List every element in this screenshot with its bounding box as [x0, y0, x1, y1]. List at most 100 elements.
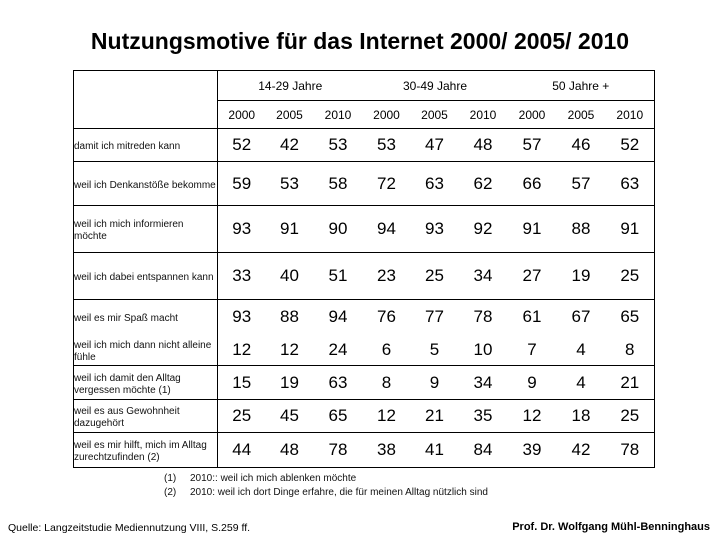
- value-cell: 12: [280, 339, 299, 359]
- value-cell: 25: [217, 399, 266, 433]
- value-cell: 84: [458, 432, 508, 468]
- row-label: weil es mir Spaß macht: [73, 299, 218, 335]
- table-row: damit ich mitreden kann 52 42 53 53 47 48 57 46 5…: [73, 128, 655, 162]
- value-cell: 18: [556, 399, 606, 433]
- value-cell: 93: [410, 205, 459, 253]
- data-table: 14-29 Jahre 30-49 Jahre 50 Jahre + 2000 …: [73, 70, 656, 468]
- value-cell: 4: [576, 339, 586, 359]
- year-header: 2010: [313, 100, 363, 129]
- year-header: 2005: [265, 100, 314, 129]
- table-row: weil ich Denkanstöße bekomme 59 53 58 72 63 62…: [73, 161, 655, 206]
- value-cell: 61: [507, 299, 557, 335]
- value-cell: 66: [507, 161, 557, 206]
- footnote-number: (1): [164, 473, 177, 484]
- value-cell: 53: [313, 128, 363, 162]
- value-cell: 58: [313, 161, 363, 206]
- footnote-text: 2010:: weil ich mich ablenken möchte: [190, 473, 357, 484]
- value-cell: 53: [362, 128, 411, 162]
- table-row: weil es mir hilft, mich im Alltag zurech…: [73, 432, 655, 468]
- value-cell: 57: [556, 161, 606, 206]
- value-cell: 92: [458, 205, 508, 253]
- footnote-1: (1) 2010:: weil ich mich ablenken möchte: [164, 473, 356, 484]
- value-cell: 25: [410, 252, 459, 300]
- value-cell: 19: [265, 365, 314, 400]
- table-row: weil ich damit den Alltag vergessen möch…: [73, 365, 655, 400]
- table-row: weil ich dabei entspannen kann 33 40 51 23 25…: [73, 252, 655, 300]
- value-cell: 62: [458, 161, 508, 206]
- value-cell: 91: [605, 205, 655, 253]
- value-cell: 76: [362, 299, 411, 335]
- value-cell: 63: [313, 365, 363, 400]
- year-header: 2000: [362, 100, 411, 129]
- value-cell: 42: [556, 432, 606, 468]
- value-cell: 35: [458, 399, 508, 433]
- value-cell: 57: [507, 128, 557, 162]
- value-cell: 93: [217, 205, 266, 253]
- value-cell: 88: [265, 299, 314, 335]
- value-cell: 91: [507, 205, 557, 253]
- value-cell: 9: [507, 365, 557, 400]
- value-cell: 63: [410, 161, 459, 206]
- value-cell: 44: [217, 432, 266, 468]
- value-cell: 21: [410, 399, 459, 433]
- value-cell: 5: [429, 339, 440, 359]
- value-cell: 52: [217, 128, 266, 162]
- value-cell: 7: [527, 339, 537, 359]
- footnote-number: (2): [164, 487, 177, 498]
- value-cell: 90: [313, 205, 363, 253]
- value-cell: 23: [362, 252, 411, 300]
- value-cell: 65: [313, 399, 363, 433]
- value-cell: 19: [556, 252, 606, 300]
- value-cell: 91: [265, 205, 314, 253]
- value-cell: 65: [605, 299, 655, 335]
- table-row: weil ich mich informieren möchte 93 91 90 94…: [73, 205, 655, 253]
- value-cell: 88: [556, 205, 606, 253]
- value-cell: 10: [473, 339, 493, 359]
- value-cell: 12: [362, 399, 411, 433]
- row-label: weil es mir hilft, mich im Alltag zurech…: [73, 432, 218, 468]
- value-cell: 42: [265, 128, 314, 162]
- value-cell: 9: [410, 365, 459, 400]
- page-title: Nutzungsmotive für das Internet 2000/ 20…: [90, 28, 630, 54]
- row-label: weil ich mich informieren möchte: [73, 205, 218, 253]
- table-row: weil es aus Gewohnheit dazugehört 25 45 65 1…: [73, 399, 655, 433]
- year-header: 2005: [410, 100, 459, 129]
- value-cell: 4: [556, 365, 606, 400]
- footnote-text: 2010: weil ich dort Dinge erfahre, die f…: [190, 487, 488, 498]
- value-cell: 72: [362, 161, 411, 206]
- value-cell: 78: [605, 432, 655, 468]
- age-group-header: 30-49 Jahre: [402, 78, 468, 93]
- value-cell: 59: [217, 161, 266, 206]
- year-header: 2000: [507, 100, 557, 129]
- value-cell: 6: [381, 339, 392, 359]
- value-cell: 77: [410, 299, 459, 335]
- value-cell: 63: [605, 161, 655, 206]
- author-credit: Prof. Dr. Wolfgang Mühl-Benninghaus: [512, 521, 710, 533]
- row-label: weil ich mich dann nicht alleine fühle: [74, 339, 212, 363]
- value-cell: 8: [362, 365, 411, 400]
- value-cell: 27: [507, 252, 557, 300]
- value-cell: 67: [556, 299, 606, 335]
- value-cell: 78: [458, 299, 508, 335]
- row-label: weil es aus Gewohnheit dazugehört: [73, 399, 218, 433]
- value-cell: 94: [313, 299, 363, 335]
- value-cell: 25: [605, 252, 655, 300]
- row-label: weil ich Denkanstöße bekomme: [73, 161, 218, 206]
- value-cell: 33: [217, 252, 266, 300]
- source-note: Quelle: Langzeitstudie Mediennutzung VII…: [8, 522, 251, 534]
- value-cell: 34: [458, 365, 508, 400]
- year-header: 2005: [556, 100, 606, 129]
- value-cell: 21: [605, 365, 655, 400]
- year-header: 2000: [217, 100, 266, 129]
- value-cell: 41: [410, 432, 459, 468]
- value-cell: 93: [217, 299, 266, 335]
- value-cell: 12: [507, 399, 557, 433]
- value-cell: 40: [265, 252, 314, 300]
- row-label: damit ich mitreden kann: [73, 128, 218, 162]
- value-cell: 46: [556, 128, 606, 162]
- corner-cell: [74, 71, 218, 101]
- age-group-header: 50 Jahre +: [552, 78, 610, 93]
- value-cell: 12: [217, 334, 266, 366]
- value-cell: 53: [265, 161, 314, 206]
- value-cell: 15: [217, 365, 266, 400]
